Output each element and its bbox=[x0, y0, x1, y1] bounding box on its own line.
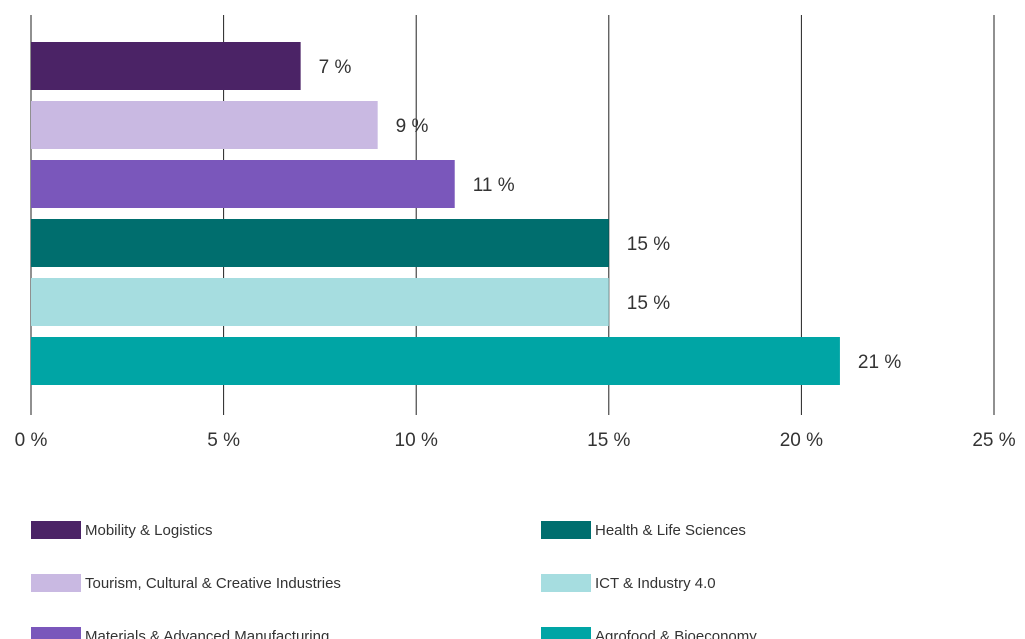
bar bbox=[31, 160, 455, 208]
legend-swatch bbox=[31, 574, 81, 592]
x-tick-label: 15 % bbox=[587, 430, 630, 451]
bar bbox=[31, 219, 609, 267]
value-label: 15 % bbox=[627, 293, 670, 314]
x-tick-label: 0 % bbox=[15, 430, 48, 451]
legend-swatch bbox=[31, 521, 81, 539]
x-tick-label: 5 % bbox=[207, 430, 240, 451]
x-tick-label: 10 % bbox=[395, 430, 438, 451]
legend-label: Health & Life Sciences bbox=[595, 522, 746, 539]
legend-swatch bbox=[541, 627, 591, 639]
bar bbox=[31, 42, 301, 90]
legend-swatch bbox=[541, 574, 591, 592]
x-tick-label: 20 % bbox=[780, 430, 823, 451]
bar bbox=[31, 278, 609, 326]
value-label: 15 % bbox=[627, 234, 670, 255]
legend-label: Tourism, Cultural & Creative Industries bbox=[85, 575, 341, 592]
legend-label: Materials & Advanced Manufacturing bbox=[85, 628, 329, 639]
bar bbox=[31, 337, 840, 385]
value-label: 21 % bbox=[858, 352, 901, 373]
legend-swatch bbox=[31, 627, 81, 639]
x-tick-label: 25 % bbox=[972, 430, 1015, 451]
legend-label: Agrofood & Bioeconomy bbox=[595, 628, 757, 639]
value-label: 9 % bbox=[396, 116, 429, 137]
legend-label: Mobility & Logistics bbox=[85, 522, 213, 539]
legend-label: ICT & Industry 4.0 bbox=[595, 575, 716, 592]
legend-swatch bbox=[541, 521, 591, 539]
bar bbox=[31, 101, 378, 149]
value-label: 7 % bbox=[319, 57, 352, 78]
value-label: 11 % bbox=[473, 175, 515, 196]
